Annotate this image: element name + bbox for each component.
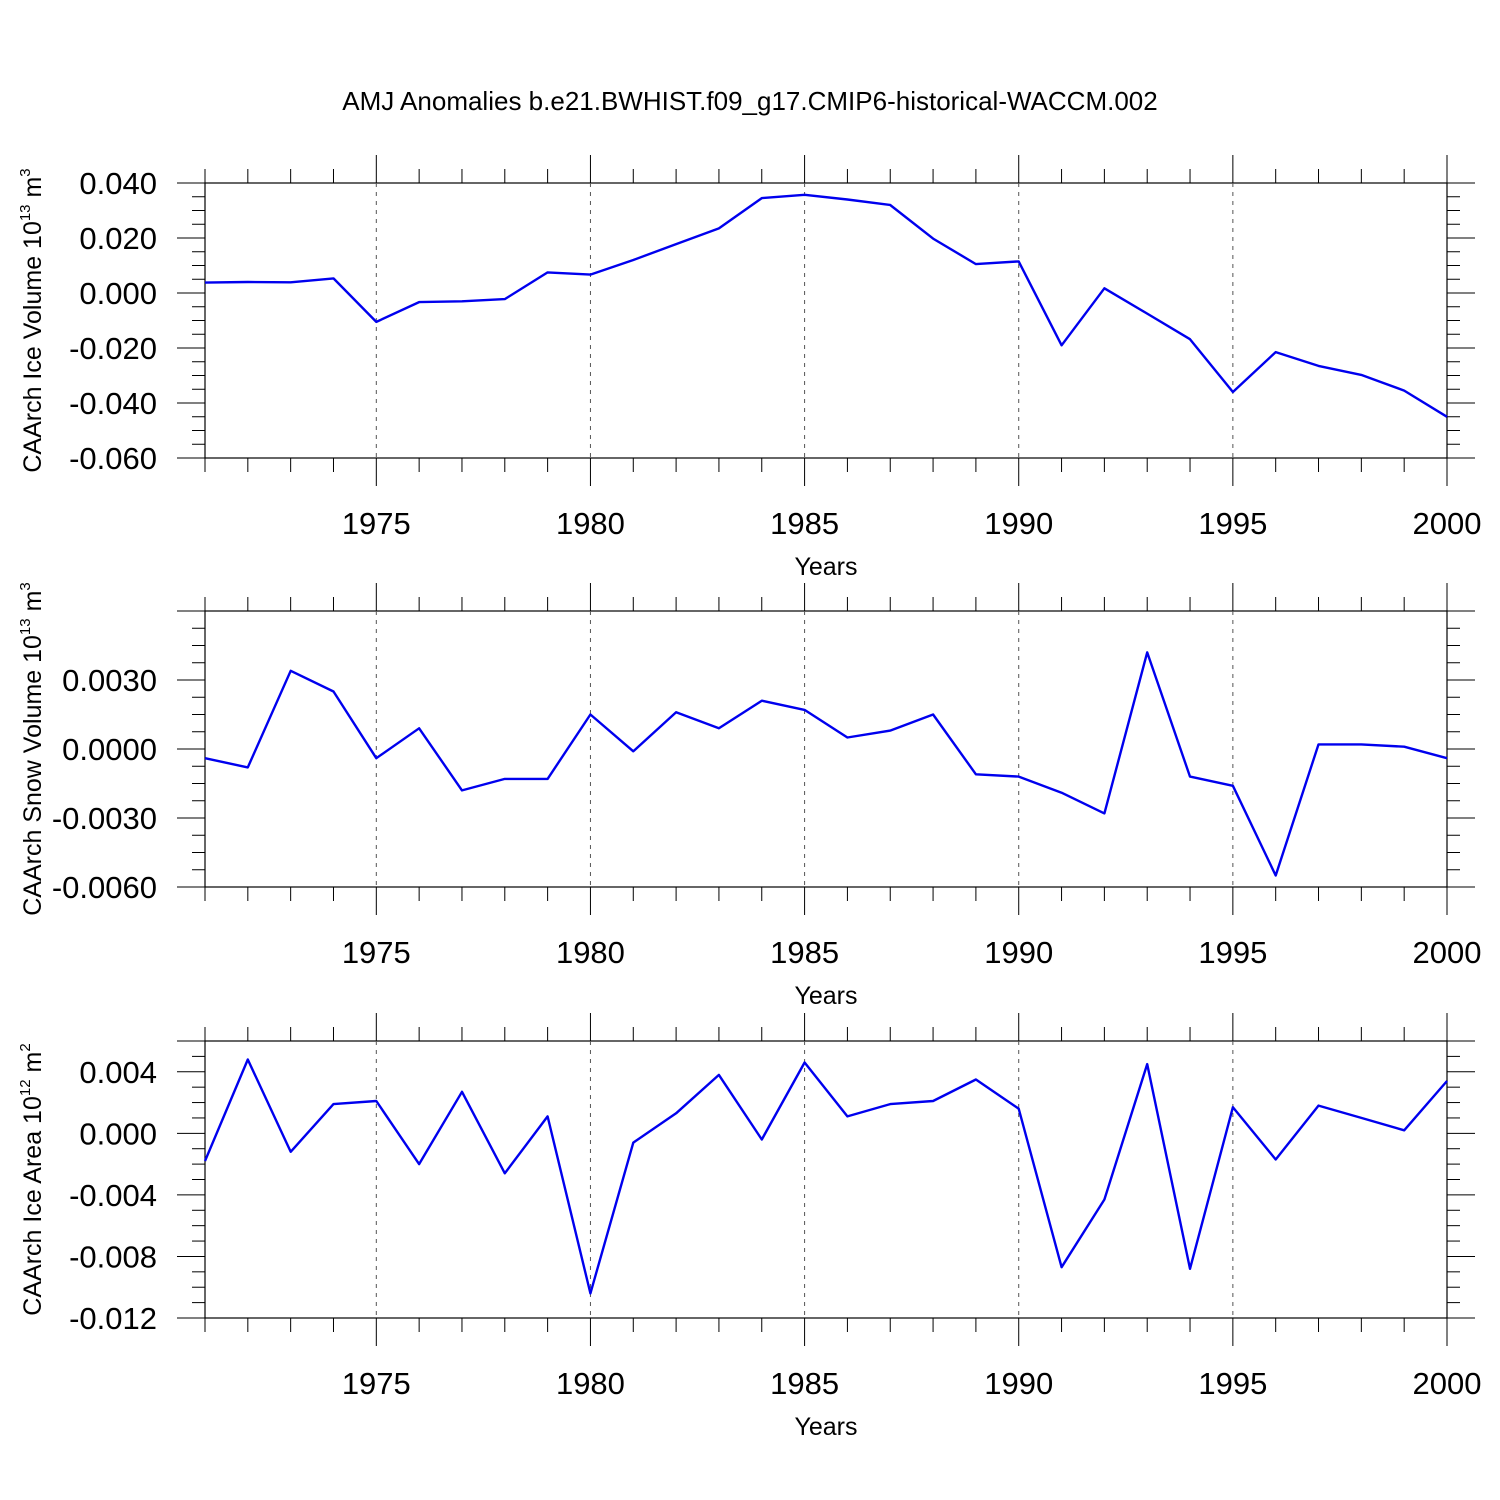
x-tick-label: 1975 — [342, 935, 411, 970]
y-tick-label: 0.0000 — [62, 732, 157, 767]
y-tick-label: -0.0030 — [52, 801, 157, 836]
x-tick-label: 1985 — [770, 1366, 839, 1401]
chart-panel-3: 0.004 0.000 -0.004 -0.008 -0.012 1975 1980 1985… — [17, 1013, 1481, 1441]
y-tick-label: 0.000 — [79, 276, 157, 311]
x-tick-label: 1995 — [1198, 1366, 1267, 1401]
x-tick-label: 1985 — [770, 935, 839, 970]
x-tick-label: 2000 — [1413, 1366, 1482, 1401]
plot-frame — [204, 182, 1448, 459]
y-axis-title: CAArch Snow Volume 1013 m3 — [17, 582, 47, 916]
y-tick-label: -0.004 — [69, 1178, 157, 1213]
y-tick-label: -0.0060 — [52, 870, 157, 905]
series-line — [203, 1058, 1448, 1295]
x-tick-label: 1990 — [984, 1366, 1053, 1401]
plot-frame — [204, 1040, 1448, 1319]
y-tick-label: 0.000 — [79, 1116, 157, 1151]
x-tick-label: 1985 — [770, 506, 839, 541]
y-tick-label: -0.060 — [69, 441, 157, 476]
x-tick-label: 1990 — [984, 506, 1053, 541]
series-line — [204, 651, 1448, 877]
x-axis-title: Years — [794, 553, 857, 581]
x-axis-title: Years — [794, 1413, 857, 1441]
y-tick-label: -0.020 — [69, 331, 157, 366]
y-tick-label: 0.0030 — [62, 663, 157, 698]
chart-panel-2: 0.0030 0.0000 -0.0030 -0.0060 1975 1980 1985 19… — [17, 582, 1481, 1010]
series-line — [204, 193, 1448, 418]
y-tick-label: -0.012 — [69, 1301, 157, 1336]
x-tick-label: 1995 — [1198, 935, 1267, 970]
x-tick-label: 1980 — [556, 1366, 625, 1401]
x-tick-label: 1975 — [342, 506, 411, 541]
x-tick-label: 1990 — [984, 935, 1053, 970]
y-tick-label: 0.040 — [79, 166, 157, 201]
chart-panel-1: 0.040 0.020 0.000 -0.020 -0.040 -0.060 1975 198… — [17, 155, 1481, 581]
x-tick-label: 2000 — [1413, 506, 1482, 541]
x-axis-title: Years — [794, 982, 857, 1010]
x-tick-label: 2000 — [1413, 935, 1482, 970]
y-axis-title: CAArch Ice Area 1012 m2 — [17, 1043, 47, 1315]
y-axis-title: CAArch Ice Volume 1013 m3 — [17, 168, 47, 472]
x-tick-label: 1975 — [342, 1366, 411, 1401]
x-tick-label: 1980 — [556, 935, 625, 970]
chart-title: AMJ Anomalies b.e21.BWHIST.f09_g17.CMIP6… — [342, 86, 1157, 116]
y-tick-label: 0.004 — [79, 1055, 157, 1090]
y-tick-label: -0.008 — [69, 1239, 157, 1274]
x-tick-label: 1980 — [556, 506, 625, 541]
y-tick-label: -0.040 — [69, 386, 157, 421]
y-tick-label: 0.020 — [79, 221, 157, 256]
panels-container: 0.040 0.020 0.000 -0.020 -0.040 -0.060 1975 198… — [17, 155, 1481, 1441]
x-tick-label: 1995 — [1198, 506, 1267, 541]
